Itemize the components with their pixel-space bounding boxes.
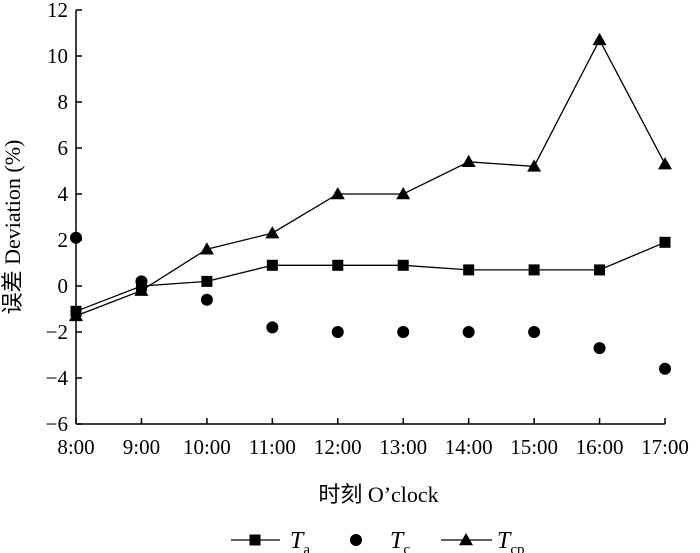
- ticks: −6 −4 −2 0 2 4 6 8 10 12 8:00 9:00 10:00 11:00 12:00 13…: [46, 0, 689, 459]
- legend-item-tcp: Tcp: [441, 528, 525, 553]
- y-tick-label: 2: [58, 228, 69, 252]
- legend-label: Ta: [290, 528, 310, 553]
- series-ta: [70, 236, 671, 317]
- y-tick-label: 8: [58, 90, 69, 114]
- series-line-ta: [75, 241, 666, 312]
- data-point-tcp: [69, 308, 83, 322]
- data-point-ta: [201, 275, 213, 287]
- x-axis-title: 时刻 O’clock: [318, 482, 438, 507]
- x-tick-label: 12:00: [314, 435, 362, 459]
- data-point-tcp: [396, 187, 411, 200]
- data-point-tc: [659, 362, 671, 375]
- y-tick-label: 6: [58, 136, 69, 160]
- y-tick-label: −4: [46, 366, 69, 390]
- legend-label: Tc: [390, 528, 410, 553]
- data-point-ta: [659, 236, 671, 248]
- legend-marker: [249, 534, 261, 546]
- y-axis-title: 误差 Deviation (%): [0, 140, 25, 315]
- x-tick-label: 13:00: [379, 435, 427, 459]
- data-point-ta: [594, 264, 606, 276]
- y-tick-label: 12: [47, 0, 68, 22]
- data-point-tc: [70, 231, 82, 244]
- y-tick-label: −2: [46, 320, 68, 344]
- data-point-tcp: [527, 159, 542, 172]
- legend-label-subscript: cp: [510, 542, 524, 553]
- series-line-tcp: [75, 38, 666, 317]
- y-tick-label: −6: [46, 412, 68, 436]
- series-layer: [69, 32, 672, 375]
- data-point-tc: [593, 342, 606, 355]
- legend-marker: [350, 534, 362, 546]
- data-point-ta: [266, 259, 278, 271]
- legend-item-tc: Tc: [350, 528, 410, 553]
- legend-label: Tcp: [497, 528, 525, 553]
- x-tick-label: 16:00: [576, 435, 624, 459]
- data-point-tc: [528, 326, 541, 338]
- x-tick-label: 9:00: [123, 435, 160, 459]
- data-point-tc: [397, 326, 410, 338]
- data-point-ta: [528, 264, 540, 276]
- data-point-tcp: [199, 242, 214, 255]
- legend-item-ta: Ta: [231, 528, 310, 553]
- legend: Ta Tc Tcp: [231, 528, 525, 553]
- data-point-ta: [332, 259, 344, 271]
- x-tick-label: 8:00: [57, 435, 94, 459]
- data-point-tcp: [265, 226, 280, 239]
- data-point-tcp: [330, 187, 345, 200]
- data-point-tc: [331, 326, 344, 338]
- x-tick-label: 10:00: [183, 435, 231, 459]
- data-point-ta: [463, 264, 475, 276]
- y-tick-label: 10: [47, 44, 68, 68]
- legend-label-subscript: c: [403, 542, 410, 553]
- series-tcp: [69, 32, 672, 322]
- data-point-ta: [397, 259, 409, 271]
- y-tick-label: 4: [58, 182, 69, 206]
- data-point-tcp: [658, 157, 672, 170]
- legend-marker: [459, 533, 473, 546]
- data-point-tc: [135, 275, 148, 288]
- data-point-tc: [266, 321, 279, 334]
- legend-label-subscript: a: [303, 542, 310, 553]
- x-tick-label: 14:00: [445, 435, 493, 459]
- x-tick-label: 11:00: [249, 435, 296, 459]
- series-tc: [70, 231, 671, 375]
- data-point-tcp: [134, 283, 149, 296]
- x-tick-label: 17:00: [641, 435, 689, 459]
- y-tick-label: 0: [58, 274, 69, 298]
- axes: [75, 10, 665, 425]
- data-point-tcp: [461, 154, 476, 168]
- data-point-tc: [462, 326, 475, 338]
- data-point-tcp: [592, 32, 607, 46]
- data-point-tc: [200, 293, 213, 306]
- x-tick-label: 15:00: [510, 435, 558, 459]
